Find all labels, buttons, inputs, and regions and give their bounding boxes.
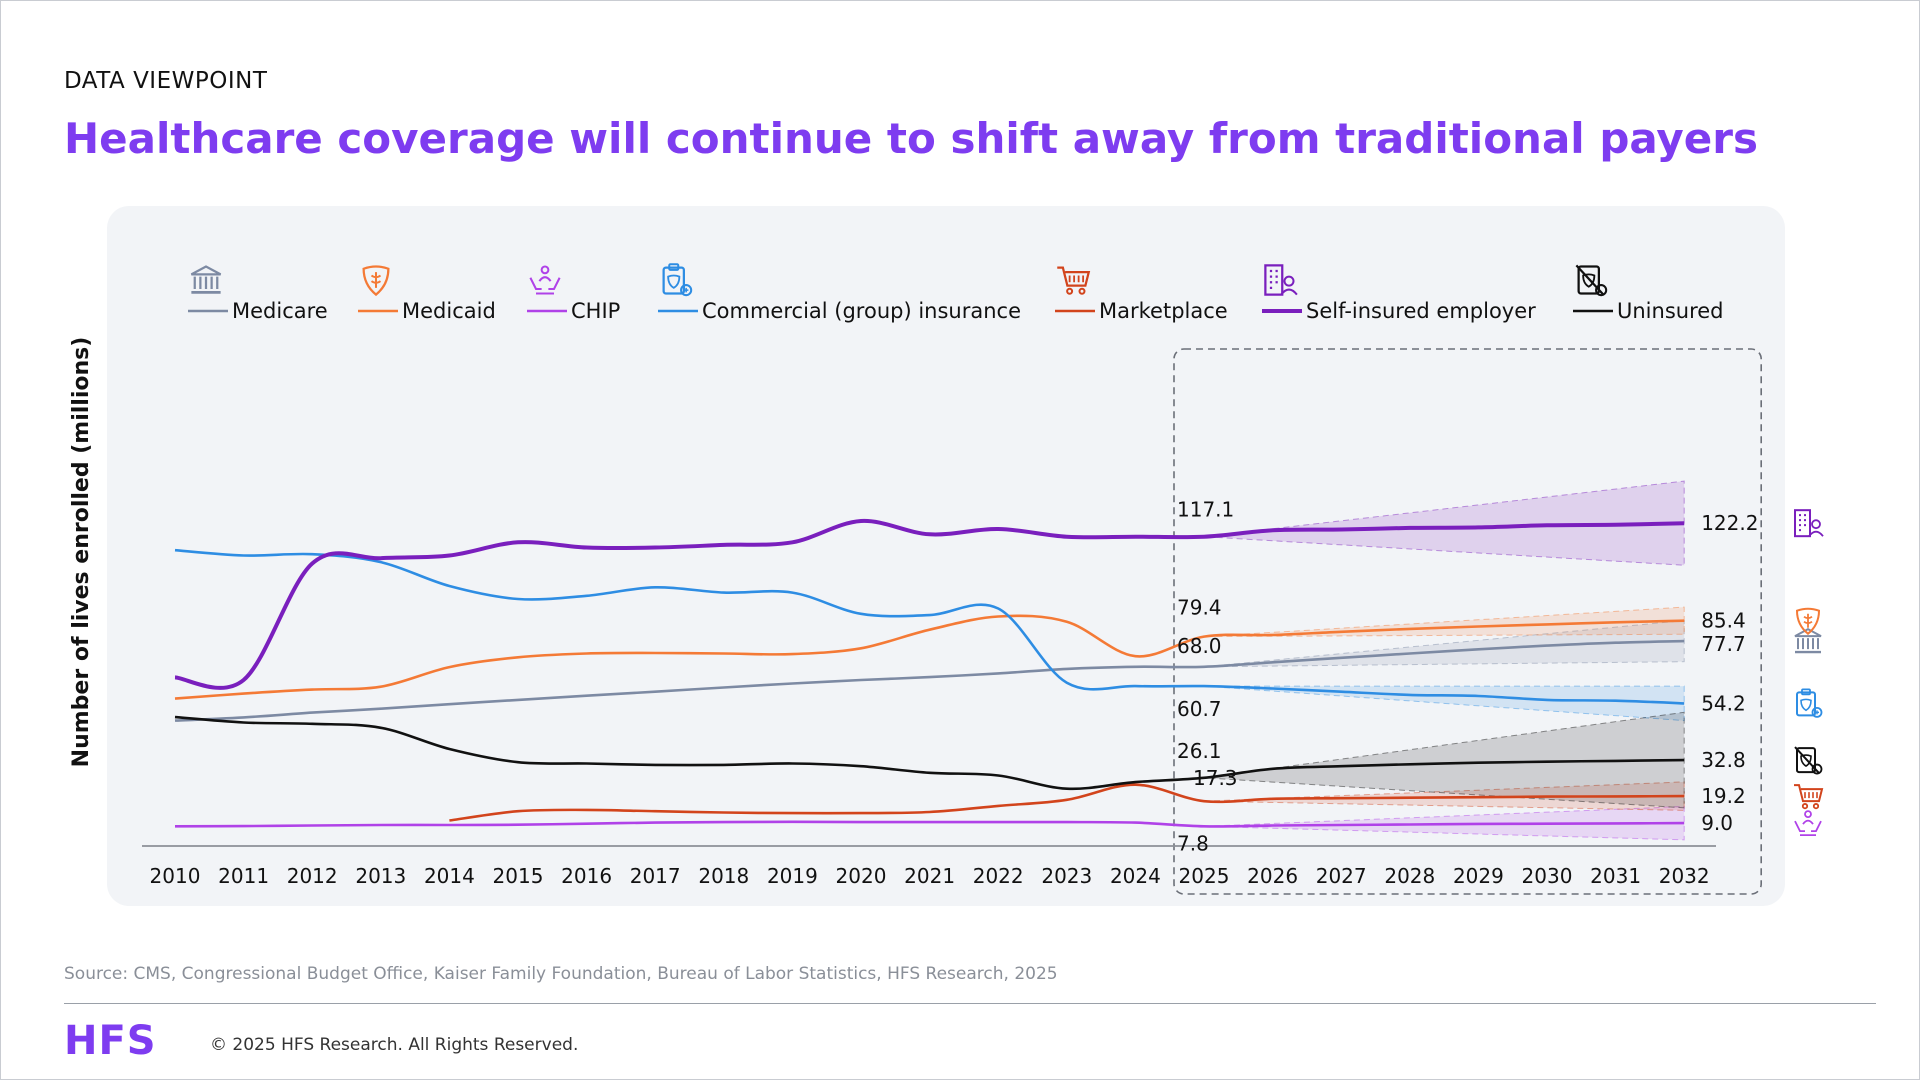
x-tick-label: 2014 xyxy=(424,864,475,888)
start-value-label: 117.1 xyxy=(1177,498,1234,522)
end-value-label: 77.7 xyxy=(1701,632,1746,656)
x-tick-label: 2024 xyxy=(1110,864,1161,888)
medical-shield-icon xyxy=(364,267,389,295)
legend-item-medicare: Medicare xyxy=(188,267,328,324)
x-tick-label: 2015 xyxy=(493,864,544,888)
legend-item-chip: CHIP xyxy=(527,267,620,324)
x-tick-label: 2026 xyxy=(1247,864,1298,888)
end-value-label: 122.2 xyxy=(1701,511,1758,535)
x-tick-label: 2011 xyxy=(218,864,269,888)
end-value-label: 54.2 xyxy=(1701,691,1746,715)
start-value-label: 7.8 xyxy=(1177,831,1209,855)
legend-label: CHIP xyxy=(571,299,620,323)
footer-divider xyxy=(64,1003,1876,1004)
start-value-label: 26.1 xyxy=(1177,739,1222,763)
building-person-icon xyxy=(1265,265,1297,294)
x-tick-label: 2018 xyxy=(698,864,749,888)
x-tick-label: 2019 xyxy=(767,864,818,888)
legend-label: Uninsured xyxy=(1617,299,1724,323)
hfs-logo: HFS xyxy=(64,1018,157,1064)
building-person-icon xyxy=(1795,510,1823,536)
x-tick-label: 2010 xyxy=(150,864,201,888)
end-value-label: 9.0 xyxy=(1701,811,1733,835)
legend-label: Commercial (group) insurance xyxy=(702,299,1021,323)
end-value-label: 32.8 xyxy=(1701,748,1746,772)
forecast-band-commercial-group-insurance xyxy=(1204,686,1684,720)
legend-label: Medicaid xyxy=(402,299,496,323)
legend-label: Marketplace xyxy=(1099,299,1228,323)
legend-item-marketplace: Marketplace xyxy=(1055,268,1228,323)
legend-item-commercial-group-insurance: Commercial (group) insurance xyxy=(658,264,1021,323)
x-tick-label: 2023 xyxy=(1041,864,1092,888)
x-tick-label: 2027 xyxy=(1316,864,1367,888)
no-coverage-icon xyxy=(1795,747,1822,774)
shopping-cart-icon xyxy=(1057,268,1089,294)
x-tick-label: 2031 xyxy=(1590,864,1641,888)
shopping-cart-icon xyxy=(1794,785,1822,808)
x-tick-label: 2020 xyxy=(836,864,887,888)
caring-hands-icon xyxy=(530,267,559,294)
chart-svg: 2010 2011 2012 2013 2014 2015 2016 2017 2018 2019… xyxy=(0,0,1920,1080)
legend-item-self-insured-employer: Self-insured employer xyxy=(1262,265,1536,323)
end-value-label: 19.2 xyxy=(1701,784,1746,808)
x-axis-ticks: 2010 2011 2012 2013 2014 2015 2016 2017 2018 2019… xyxy=(150,864,1710,888)
legend-item-uninsured: Uninsured xyxy=(1573,265,1724,323)
start-value-label: 17.3 xyxy=(1193,766,1238,790)
start-value-label: 68.0 xyxy=(1177,634,1222,658)
bank-icon xyxy=(191,267,220,293)
end-value-label: 85.4 xyxy=(1701,609,1746,633)
x-tick-label: 2022 xyxy=(973,864,1024,888)
clipboard-shield-icon xyxy=(1797,689,1822,717)
start-value-label: 60.7 xyxy=(1177,697,1222,721)
caring-hands-icon xyxy=(1795,811,1821,835)
x-tick-label: 2025 xyxy=(1179,864,1230,888)
source-note: Source: CMS, Congressional Budget Office… xyxy=(64,964,1058,984)
x-tick-label: 2021 xyxy=(904,864,955,888)
x-tick-label: 2016 xyxy=(561,864,612,888)
forecast-bands xyxy=(1204,481,1684,840)
y-axis-label: Number of lives enrolled (millions) xyxy=(69,337,94,768)
x-tick-label: 2013 xyxy=(355,864,406,888)
x-tick-label: 2029 xyxy=(1453,864,1504,888)
x-tick-label: 2032 xyxy=(1659,864,1710,888)
legend: Medicare Medicaid CHIP Commercial (group) i… xyxy=(188,264,1724,323)
legend-label: Self-insured employer xyxy=(1306,299,1536,323)
x-tick-label: 2028 xyxy=(1384,864,1435,888)
legend-item-medicaid: Medicaid xyxy=(358,267,496,324)
side-icons xyxy=(1794,510,1823,835)
copyright-text: © 2025 HFS Research. All Rights Reserved… xyxy=(210,1035,578,1055)
legend-label: Medicare xyxy=(232,299,328,323)
x-tick-label: 2030 xyxy=(1522,864,1573,888)
no-coverage-icon xyxy=(1576,265,1606,295)
x-tick-label: 2017 xyxy=(630,864,681,888)
start-value-label: 79.4 xyxy=(1177,596,1222,620)
x-tick-label: 2012 xyxy=(287,864,338,888)
clipboard-shield-icon xyxy=(664,264,692,295)
